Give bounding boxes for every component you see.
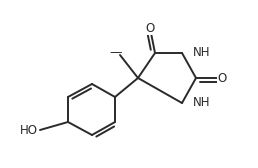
Text: NH: NH bbox=[193, 47, 211, 59]
Text: O: O bbox=[145, 22, 155, 34]
Text: HO: HO bbox=[20, 123, 38, 136]
Text: —: — bbox=[110, 47, 122, 59]
Text: O: O bbox=[217, 72, 227, 85]
Text: NH: NH bbox=[193, 96, 211, 110]
